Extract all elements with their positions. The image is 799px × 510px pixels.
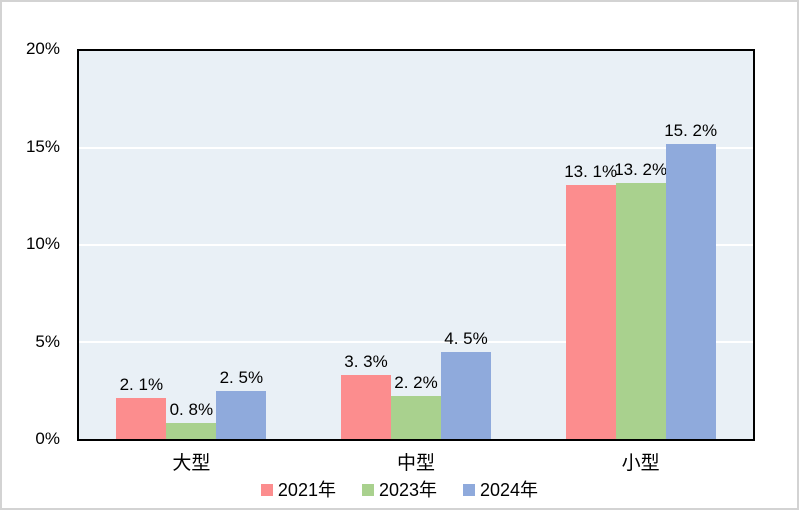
bar-2021年-小型: [565, 184, 616, 439]
data-label: 13. 2%: [614, 159, 668, 179]
gridline: [79, 147, 753, 149]
legend-item-2021年: 2021年: [260, 478, 336, 502]
gridline: [79, 341, 753, 343]
bar-2024年-小型: [665, 144, 716, 439]
category-label-中型: 中型: [396, 453, 436, 474]
legend-swatch-icon: [260, 484, 273, 496]
gridline: [79, 244, 753, 246]
data-label: 3. 3%: [344, 351, 388, 371]
data-label: 2. 5%: [219, 367, 264, 387]
bar-2023年-小型: [615, 182, 666, 439]
bar-2024年-大型: [216, 390, 267, 439]
legend-item-2023年: 2023年: [361, 478, 438, 502]
legend-label: 2021年: [277, 480, 336, 500]
data-label: 2. 1%: [119, 375, 164, 395]
bar-2021年-中型: [341, 374, 391, 439]
legend-swatch-icon: [463, 484, 476, 496]
bar-2023年-中型: [391, 396, 441, 439]
category-label-小型: 小型: [621, 453, 660, 474]
data-label: 0. 8%: [169, 400, 214, 420]
bar-2024年-中型: [441, 351, 491, 439]
legend-label: 2024年: [480, 480, 539, 500]
bar-2023年-大型: [166, 423, 217, 439]
legend: 2021年 2023年 2024年: [2, 478, 797, 502]
data-label: 15. 2%: [664, 121, 718, 141]
y-tick-label: 10%: [25, 234, 60, 253]
legend-swatch-icon: [361, 484, 374, 496]
category-label-大型: 大型: [172, 453, 211, 474]
y-tick-label: 5%: [35, 331, 60, 351]
y-tick-label: 0%: [35, 429, 60, 448]
bar-2021年-大型: [116, 398, 167, 439]
data-label: 4. 5%: [444, 328, 488, 348]
data-label: 13. 1%: [564, 161, 618, 181]
y-tick-label: 20%: [25, 39, 60, 58]
y-tick-label: 15%: [25, 136, 60, 156]
legend-item-2024年: 2024年: [463, 478, 538, 502]
plot-area: 2. 1% 0. 8% 2. 5% 3. 3% 2. 2% 4. 5% 13. 1% 13. …: [77, 49, 755, 441]
data-label: 2. 2%: [394, 373, 438, 393]
legend-label: 2023年: [378, 480, 438, 500]
